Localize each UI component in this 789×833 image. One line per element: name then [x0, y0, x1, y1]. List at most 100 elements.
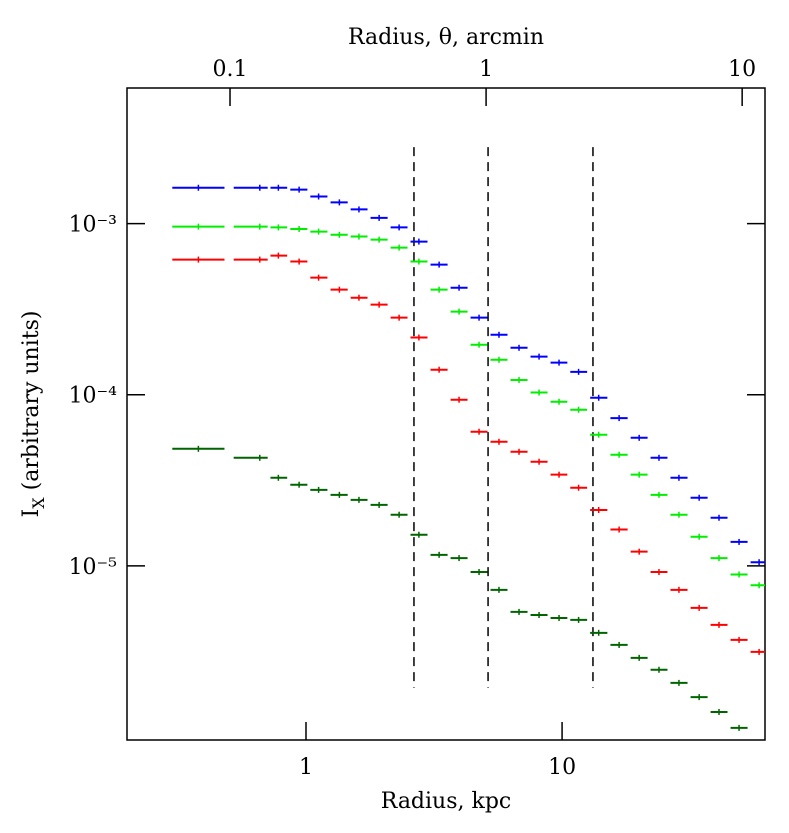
data-point	[490, 586, 508, 593]
data-point	[690, 533, 708, 540]
x2-tick-label: 10	[728, 57, 756, 82]
data-point	[233, 223, 268, 230]
data-point	[530, 389, 548, 396]
y-axis-label: IX (arbitrary units)	[19, 311, 48, 518]
y-tick-label: 10⁻³	[69, 213, 117, 238]
data-point	[570, 406, 588, 413]
data-point	[410, 238, 428, 245]
data-point	[390, 224, 408, 231]
data-point	[350, 294, 368, 301]
data-point	[590, 431, 608, 438]
data-point	[310, 274, 328, 281]
data-point	[510, 448, 528, 455]
data-point	[610, 641, 628, 648]
data-point	[630, 434, 648, 441]
plot-frame	[126, 87, 766, 741]
data-point	[390, 511, 408, 518]
data-point	[330, 491, 348, 498]
data-point	[510, 344, 528, 351]
data-point	[310, 193, 328, 200]
data-point	[550, 359, 568, 366]
data-point	[350, 206, 368, 213]
data-point	[370, 236, 388, 243]
x-tick-label: 1	[299, 755, 313, 780]
data-point	[650, 491, 668, 498]
data-point	[233, 184, 268, 191]
x2-tick-label: 0.1	[213, 57, 248, 82]
data-point	[490, 438, 508, 445]
data-point	[690, 494, 708, 501]
data-point	[430, 261, 448, 268]
data-point	[450, 284, 468, 291]
data-point	[450, 396, 468, 403]
data-point	[510, 376, 528, 383]
data-point	[330, 199, 348, 206]
data-point	[750, 648, 765, 655]
data-point	[172, 223, 225, 230]
y-label-rest: (arbitrary units)	[19, 311, 44, 498]
data-point	[730, 636, 748, 643]
data-point	[670, 679, 688, 686]
data-point	[610, 451, 628, 458]
data-point	[430, 286, 448, 293]
data-point	[650, 454, 668, 461]
data-point	[750, 582, 765, 589]
data-point	[690, 694, 708, 701]
data-point	[530, 353, 548, 360]
data-point	[233, 256, 268, 263]
data-point	[450, 555, 468, 562]
data-point	[410, 531, 428, 538]
data-point	[470, 428, 488, 435]
y-label-main: I	[19, 509, 44, 518]
data-point	[630, 654, 648, 661]
data-point	[233, 454, 268, 461]
data-point	[730, 538, 748, 545]
data-point	[330, 286, 348, 293]
data-point	[710, 708, 728, 715]
data-point	[630, 548, 648, 555]
data-point	[550, 471, 568, 478]
data-point	[470, 341, 488, 348]
data-point	[270, 252, 288, 259]
data-point	[410, 334, 428, 341]
data-point	[590, 629, 608, 636]
data-point	[450, 308, 468, 315]
data-point	[390, 244, 408, 251]
data-point	[670, 586, 688, 593]
data-point	[270, 474, 288, 481]
data-point	[590, 394, 608, 401]
data-point	[470, 314, 488, 321]
x-axis-label: Radius, kpc	[381, 789, 512, 814]
data-point	[530, 612, 548, 619]
data-point	[570, 484, 588, 491]
data-point	[570, 616, 588, 623]
data-point	[390, 314, 408, 321]
data-point	[610, 415, 628, 422]
data-point	[490, 331, 508, 338]
data-point	[710, 514, 728, 521]
data-point	[290, 481, 308, 488]
data-point	[330, 231, 348, 238]
plot-area	[172, 147, 765, 731]
data-point	[430, 551, 448, 558]
data-point	[590, 506, 608, 513]
data-point	[510, 608, 528, 615]
data-point	[530, 458, 548, 465]
data-point	[290, 225, 308, 232]
data-point	[470, 569, 488, 576]
data-point	[490, 356, 508, 363]
data-point	[370, 301, 388, 308]
data-point	[630, 471, 648, 478]
data-point	[750, 559, 765, 566]
data-point	[370, 501, 388, 508]
data-point	[270, 184, 288, 191]
y-tick-label: 10⁻⁵	[69, 555, 117, 580]
data-point	[310, 228, 328, 235]
data-point	[550, 398, 568, 405]
data-point	[690, 604, 708, 611]
data-point	[710, 555, 728, 562]
data-point	[650, 666, 668, 673]
data-point	[172, 184, 225, 191]
x2-axis-label: Radius, θ, arcmin	[348, 25, 544, 50]
